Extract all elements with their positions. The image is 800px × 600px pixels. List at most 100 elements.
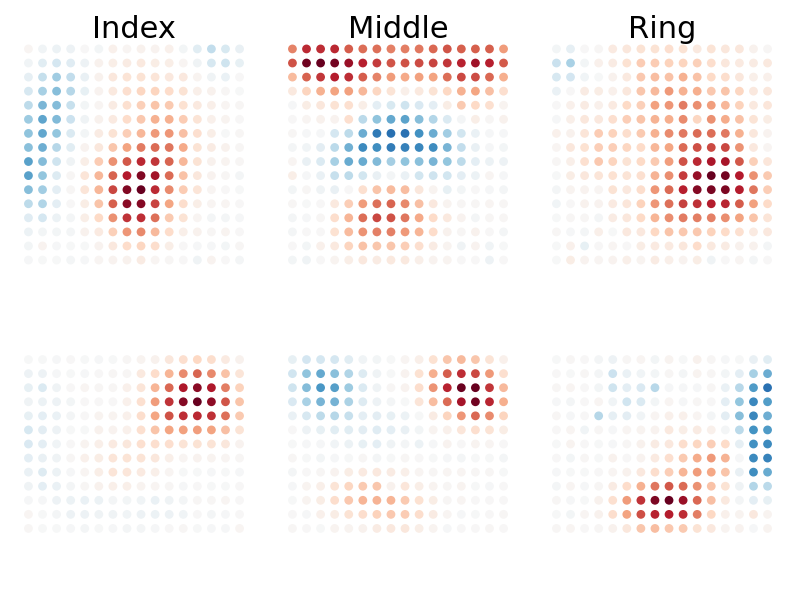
Point xyxy=(550,439,563,449)
Point xyxy=(219,143,232,152)
Point xyxy=(357,100,370,110)
Point xyxy=(733,467,746,477)
Point xyxy=(761,86,774,96)
Point xyxy=(578,58,591,68)
Point xyxy=(705,86,718,96)
Point xyxy=(134,171,147,181)
Point xyxy=(719,143,732,152)
Point xyxy=(497,255,510,265)
Point xyxy=(191,44,204,54)
Point xyxy=(93,128,106,138)
Point xyxy=(385,369,398,379)
Point xyxy=(690,397,703,407)
Point xyxy=(300,58,313,68)
Point xyxy=(497,383,510,392)
Point xyxy=(662,467,675,477)
Point xyxy=(592,369,605,379)
Point xyxy=(719,72,732,82)
Point xyxy=(719,157,732,166)
Point xyxy=(219,115,232,124)
Point xyxy=(719,171,732,181)
Point xyxy=(300,524,313,533)
Point xyxy=(22,509,35,519)
Point xyxy=(441,496,454,505)
Point xyxy=(564,143,577,152)
Point xyxy=(483,439,496,449)
Point xyxy=(649,255,662,265)
Point xyxy=(191,453,204,463)
Point xyxy=(314,383,327,392)
Point xyxy=(578,128,591,138)
Point xyxy=(300,241,313,251)
Point xyxy=(441,58,454,68)
Point xyxy=(564,157,577,166)
Point xyxy=(497,171,510,181)
Point xyxy=(413,58,426,68)
Point xyxy=(441,467,454,477)
Point xyxy=(469,157,482,166)
Point xyxy=(205,355,218,364)
Point xyxy=(106,439,119,449)
Point xyxy=(606,157,619,166)
Point xyxy=(733,496,746,505)
Point xyxy=(36,157,49,166)
Point xyxy=(106,185,119,194)
Point xyxy=(370,255,383,265)
Point xyxy=(357,86,370,96)
Point xyxy=(78,453,91,463)
Point xyxy=(441,143,454,152)
Point xyxy=(497,115,510,124)
Point xyxy=(606,86,619,96)
Point xyxy=(78,86,91,96)
Point xyxy=(121,58,134,68)
Point xyxy=(93,481,106,491)
Point xyxy=(413,355,426,364)
Point xyxy=(162,100,175,110)
Point xyxy=(149,369,162,379)
Point xyxy=(398,128,411,138)
Point xyxy=(426,425,439,435)
Point xyxy=(314,213,327,223)
Point xyxy=(385,241,398,251)
Point xyxy=(385,58,398,68)
Point xyxy=(469,143,482,152)
Point xyxy=(564,369,577,379)
Point xyxy=(134,44,147,54)
Point xyxy=(413,467,426,477)
Point xyxy=(50,397,63,407)
Point xyxy=(177,383,190,392)
Point xyxy=(634,199,647,209)
Point xyxy=(314,439,327,449)
Point xyxy=(662,355,675,364)
Point xyxy=(634,369,647,379)
Point xyxy=(370,72,383,82)
Point xyxy=(690,227,703,237)
Point xyxy=(483,72,496,82)
Point xyxy=(106,467,119,477)
Point xyxy=(719,509,732,519)
Point xyxy=(106,171,119,181)
Point xyxy=(621,86,634,96)
Point xyxy=(621,157,634,166)
Point xyxy=(455,509,468,519)
Point xyxy=(162,58,175,68)
Point xyxy=(177,369,190,379)
Point xyxy=(328,86,341,96)
Point xyxy=(300,185,313,194)
Point xyxy=(328,185,341,194)
Point xyxy=(149,496,162,505)
Point xyxy=(564,44,577,54)
Point xyxy=(564,128,577,138)
Point xyxy=(483,157,496,166)
Point xyxy=(649,185,662,194)
Point xyxy=(134,425,147,435)
Point xyxy=(342,355,355,364)
Point xyxy=(191,58,204,68)
Point xyxy=(483,383,496,392)
Point xyxy=(64,255,77,265)
Point xyxy=(677,425,690,435)
Point xyxy=(300,453,313,463)
Point xyxy=(649,453,662,463)
Point xyxy=(677,213,690,223)
Point xyxy=(149,213,162,223)
